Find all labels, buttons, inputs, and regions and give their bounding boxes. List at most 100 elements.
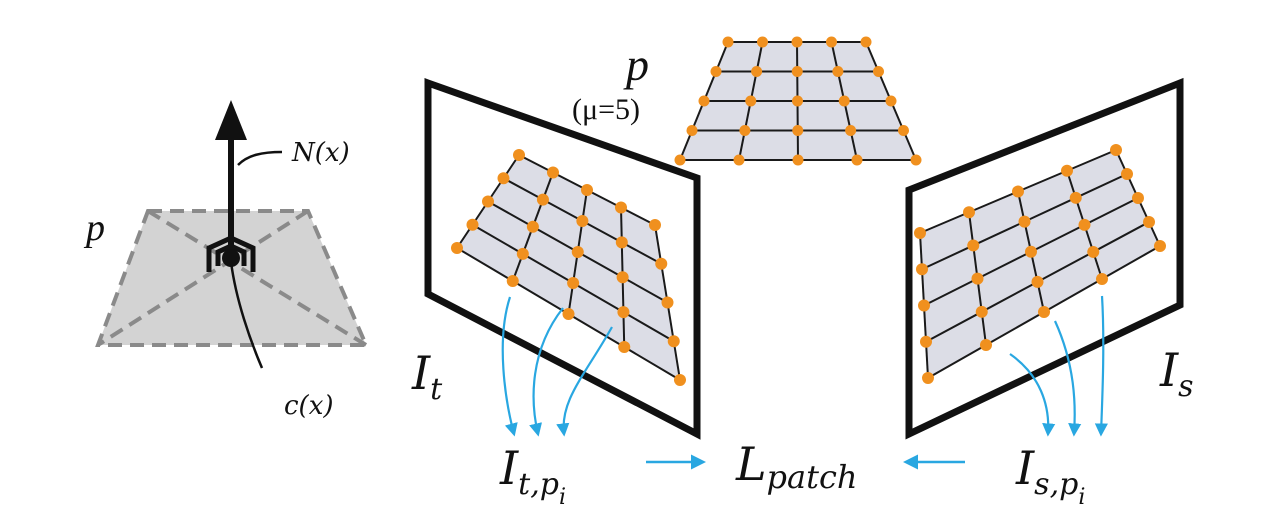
local-plane-group: p N(x) c(x): [83, 100, 370, 421]
sample-point: [860, 36, 872, 48]
grid-surface: [920, 150, 1160, 378]
sample-point: [466, 218, 479, 231]
sample-point: [1096, 273, 1108, 285]
sample-point: [916, 263, 928, 276]
sample-point: [792, 154, 804, 166]
center-label: c(x): [284, 391, 334, 421]
sample-point: [698, 95, 710, 107]
sample-point: [826, 36, 837, 48]
sample-point: [791, 66, 803, 77]
loss-label: Lpatch: [735, 437, 858, 496]
sample-point: [733, 154, 745, 166]
sample-point: [739, 125, 751, 136]
sample-point: [845, 125, 857, 136]
sample-point: [722, 36, 734, 48]
sample-point: [920, 335, 932, 348]
sample-point: [751, 66, 763, 77]
sample-point: [516, 247, 529, 260]
target-image-frame: [424, 78, 701, 440]
sample-point: [615, 236, 628, 249]
sample-point: [667, 335, 680, 348]
sample-point: [918, 299, 930, 312]
sample-point: [873, 66, 884, 77]
source-image-frame: [905, 77, 1184, 440]
sample-point: [661, 296, 674, 309]
sample-point: [914, 227, 926, 239]
target-sample-label: It,pi: [499, 441, 566, 510]
sample-point: [649, 219, 661, 231]
sample-point: [617, 306, 630, 319]
source-sample-arrow-3: [1094, 295, 1108, 437]
sample-point: [980, 339, 992, 351]
source-image-label: Is: [1159, 343, 1194, 404]
sample-point: [832, 66, 844, 77]
sample-point: [674, 154, 686, 166]
sample-point: [975, 305, 988, 318]
target-sample-arrow-1: [501, 296, 518, 437]
sample-point: [967, 239, 980, 252]
sample-point: [1087, 245, 1100, 258]
plane-diagonal-2: [96, 209, 310, 347]
normal-leader-line: [237, 150, 283, 166]
sample-point: [1031, 275, 1044, 288]
center-leader-line: [229, 261, 264, 369]
sample-point: [971, 272, 984, 285]
source-sample-arrow-1: [1009, 353, 1056, 437]
sample-point: [757, 36, 768, 48]
patch-size-label: (μ=5): [572, 93, 640, 126]
source-sample-arrow-2: [1053, 320, 1082, 437]
sample-point: [1025, 245, 1037, 258]
sample-point: [851, 154, 863, 166]
sample-point: [838, 95, 850, 107]
center-point: [222, 249, 240, 267]
sample-point: [655, 257, 668, 270]
sample-point: [1121, 168, 1133, 180]
sample-point: [745, 95, 757, 107]
patch-label: p: [623, 39, 649, 90]
sample-point: [1078, 218, 1091, 231]
sample-point: [1038, 306, 1050, 318]
sample-point: [1143, 216, 1155, 228]
reference-patch-grid: [674, 36, 922, 166]
source-warped-grid: [914, 144, 1166, 384]
sample-point: [513, 149, 525, 161]
sample-point: [526, 220, 539, 233]
sample-point: [1012, 185, 1024, 198]
sample-point: [963, 206, 975, 219]
local-plane: [95, 209, 370, 347]
target-sample-arrow-3: [556, 326, 613, 437]
normal-label: N(x): [291, 138, 350, 168]
sample-point: [1061, 164, 1073, 177]
sample-point: [571, 246, 584, 258]
target-sampling-arrows: [501, 296, 613, 437]
sample-point: [547, 166, 559, 179]
sample-point: [615, 201, 627, 214]
sample-point: [536, 193, 549, 206]
sample-point: [885, 95, 897, 107]
sample-point: [792, 95, 803, 107]
sample-point: [576, 215, 589, 227]
sample-point: [1069, 191, 1082, 204]
target-warped-grid: [451, 149, 686, 386]
sample-point: [497, 172, 510, 185]
source-sample-label: Is,pi: [1015, 441, 1085, 510]
normal-arrow-head: [215, 100, 247, 140]
sample-point: [1110, 144, 1122, 156]
sample-point: [482, 195, 494, 208]
sample-point: [710, 66, 722, 77]
sample-point: [562, 308, 575, 320]
sample-point: [1132, 192, 1144, 204]
plane-label: p: [83, 207, 105, 249]
sample-point: [686, 125, 698, 136]
sample-point: [792, 125, 804, 136]
sample-point: [898, 125, 909, 136]
right-angle-marker: [206, 235, 256, 272]
sample-point: [616, 271, 629, 284]
sample-point: [618, 341, 631, 353]
sample-point: [581, 184, 593, 196]
sample-point: [567, 277, 580, 289]
target-sample-arrow-2: [529, 307, 564, 437]
sample-point: [910, 154, 922, 166]
